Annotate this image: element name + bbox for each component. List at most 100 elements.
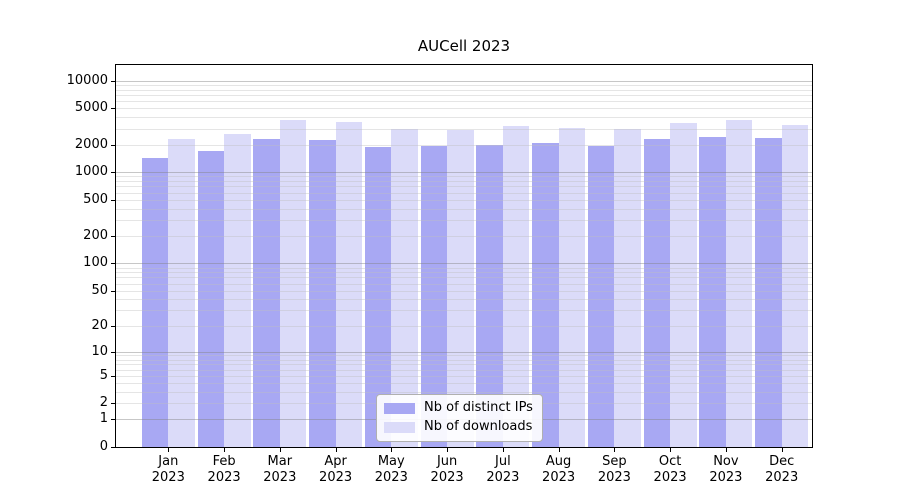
y-tick-label: 5000 — [74, 100, 108, 116]
minor-gridline — [116, 355, 812, 357]
bar-downloads-aug — [558, 128, 586, 447]
y-tick-mark — [111, 263, 116, 265]
y-tick-mark — [111, 375, 116, 377]
y-tick-mark — [111, 325, 116, 327]
y-tick-mark — [111, 108, 116, 110]
minor-gridline — [116, 369, 812, 371]
y-tick-label: 2000 — [74, 136, 108, 152]
minor-gridline — [116, 220, 812, 221]
minor-gridline — [116, 144, 812, 146]
bar-downloads-nov — [725, 119, 753, 447]
bar-downloads-sep — [614, 129, 641, 447]
y-tick-mark — [111, 144, 116, 146]
legend-swatch-distinct-ips — [384, 402, 415, 414]
bar-downloads-jan — [168, 139, 195, 447]
minor-gridline — [116, 391, 812, 393]
legend-label-downloads: Nb of downloads — [424, 419, 533, 434]
y-tick-label: 20 — [91, 317, 108, 333]
minor-gridline — [116, 108, 812, 110]
minor-gridline — [116, 128, 812, 130]
minor-gridline — [116, 181, 812, 182]
bar-distinct-ips-apr — [309, 139, 336, 447]
y-tick-mark — [111, 447, 116, 448]
bar-downloads-feb — [224, 133, 251, 447]
minor-gridline — [116, 89, 812, 91]
legend-item-distinct-ips: Nb of distinct IPs — [384, 400, 533, 416]
minor-gridline — [116, 236, 812, 237]
x-tick-label-oct: Oct 2023 — [653, 454, 687, 485]
chart-title: AUCell 2023 — [417, 37, 511, 55]
x-tick-mark — [725, 448, 727, 452]
minor-gridline — [116, 84, 812, 86]
minor-gridline — [116, 100, 812, 102]
x-tick-label-nov: Nov 2023 — [709, 454, 743, 485]
bar-downloads-oct — [670, 123, 697, 447]
y-tick-label: 50 — [91, 282, 108, 298]
minor-gridline — [116, 199, 812, 201]
bar-distinct-ips-oct — [643, 138, 671, 447]
minor-gridline — [116, 272, 812, 274]
legend-label-distinct-ips: Nb of distinct IPs — [424, 400, 533, 415]
minor-gridline — [116, 277, 812, 279]
minor-gridline — [116, 283, 812, 285]
x-tick-mark — [335, 448, 337, 452]
y-tick-label: 1 — [99, 411, 108, 427]
bar-distinct-ips-dec — [755, 137, 782, 447]
minor-gridline — [116, 359, 812, 361]
minor-gridline — [116, 186, 812, 188]
bar-downloads-apr — [335, 122, 363, 447]
y-tick-label: 1000 — [74, 164, 108, 180]
y-tick-label: 2 — [99, 395, 108, 411]
x-tick-mark — [781, 448, 783, 452]
minor-gridline — [116, 192, 812, 194]
minor-gridline — [116, 94, 812, 96]
legend-swatch-downloads — [384, 421, 415, 433]
bar-downloads-jul — [502, 125, 530, 447]
legend-item-downloads: Nb of downloads — [384, 419, 533, 435]
legend: Nb of distinct IPs Nb of downloads — [376, 394, 543, 442]
minor-gridline — [116, 117, 812, 118]
y-tick-label: 200 — [83, 228, 108, 243]
x-tick-mark — [447, 448, 449, 452]
bar-distinct-ips-nov — [699, 136, 726, 447]
minor-gridline — [116, 290, 812, 292]
minor-gridline — [116, 208, 812, 210]
y-tick-mark — [111, 403, 116, 405]
major-gridline — [116, 172, 812, 174]
plot-area — [115, 64, 813, 448]
major-gridline — [116, 351, 812, 353]
minor-gridline — [116, 176, 812, 178]
y-tick-label: 100 — [83, 255, 108, 271]
x-tick-label-sep: Sep 2023 — [597, 454, 631, 485]
x-tick-label-feb: Feb 2023 — [207, 454, 241, 485]
y-tick-mark — [111, 236, 116, 237]
x-tick-label-jun: Jun 2023 — [430, 454, 464, 485]
minor-gridline — [116, 299, 812, 301]
x-tick-label-jul: Jul 2023 — [486, 454, 520, 485]
y-tick-mark — [111, 290, 116, 292]
bar-downloads-mar — [279, 120, 307, 447]
minor-gridline — [116, 364, 812, 366]
bar-distinct-ips-feb — [197, 150, 225, 447]
major-gridline — [116, 80, 812, 82]
bar-distinct-ips-jan — [141, 158, 169, 447]
bar-downloads-dec — [781, 124, 809, 447]
y-tick-label: 0 — [99, 439, 108, 454]
y-tick-mark — [111, 351, 116, 353]
x-tick-label-dec: Dec 2023 — [765, 454, 799, 485]
y-tick-mark — [111, 172, 116, 174]
y-tick-mark — [111, 199, 116, 201]
y-tick-mark — [111, 80, 116, 82]
bar-distinct-ips-sep — [587, 146, 615, 447]
y-tick-label: 10000 — [66, 72, 108, 88]
x-tick-mark — [614, 448, 616, 452]
minor-gridline — [116, 267, 812, 269]
x-tick-label-aug: Aug 2023 — [542, 454, 576, 485]
bar-distinct-ips-mar — [253, 138, 280, 447]
x-tick-label-may: May 2023 — [374, 454, 408, 485]
x-tick-mark — [279, 448, 281, 452]
y-tick-label: 5 — [99, 367, 108, 383]
y-tick-label: 10 — [91, 343, 108, 359]
x-tick-mark — [502, 448, 504, 452]
